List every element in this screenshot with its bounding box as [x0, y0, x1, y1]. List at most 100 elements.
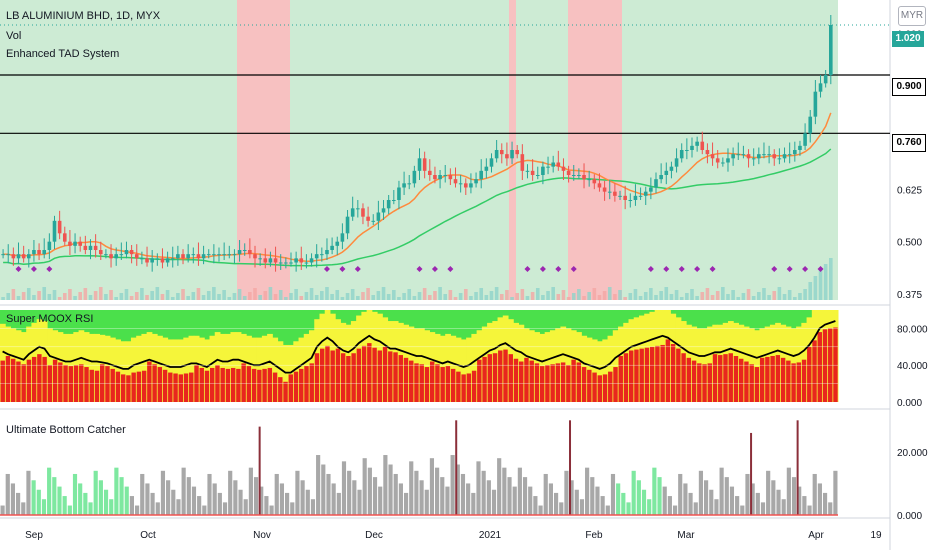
rsi-red-bar: [482, 356, 487, 402]
candle-body: [212, 254, 216, 256]
rsi-red-bar: [691, 360, 697, 402]
volume-bar: [541, 295, 545, 300]
candle-body: [458, 183, 463, 185]
ubc-bar: [279, 483, 285, 515]
candle-body: [381, 208, 386, 213]
volume-bar: [93, 291, 98, 300]
ubc-bar: [600, 496, 605, 515]
candle-body: [176, 254, 180, 259]
volume-bar: [803, 289, 807, 300]
candle-body: [443, 175, 448, 176]
ubc-bar: [202, 505, 207, 515]
rsi-red-bar: [466, 373, 472, 402]
rsi-red-bar: [571, 359, 576, 402]
volume-bar: [510, 297, 514, 300]
volume-bar: [258, 295, 262, 300]
candle-body: [52, 220, 57, 242]
candle-body: [715, 158, 720, 163]
ubc-bar: [403, 492, 409, 515]
volume-bar: [433, 291, 437, 300]
volume-bar: [201, 295, 206, 300]
ubc-bar: [574, 489, 579, 515]
volume-bar: [196, 288, 201, 300]
volume-bar: [330, 294, 334, 300]
rsi-red-bar: [115, 371, 121, 402]
volume-bar: [145, 295, 149, 300]
candle-body: [813, 91, 818, 117]
ubc-bar: [21, 502, 26, 515]
rsi-red-bar: [288, 374, 293, 402]
volume-bar: [577, 289, 581, 300]
ubc-bar: [186, 477, 191, 515]
ubc-bar: [88, 502, 93, 515]
volume-bar: [633, 289, 638, 300]
ubc-bar: [569, 480, 574, 515]
rsi-red-bar: [157, 367, 163, 402]
candle-body: [520, 154, 525, 171]
candle-body: [119, 254, 124, 256]
ubc-bar: [517, 467, 522, 515]
volume-bar: [479, 288, 484, 300]
volume-bar: [104, 294, 108, 300]
signal-diamond-marker: [817, 266, 824, 272]
candle-body: [78, 241, 83, 246]
signal-diamond-marker: [570, 266, 577, 272]
volume-bar: [191, 292, 196, 300]
rsi-red-bar: [152, 364, 157, 402]
candle-body: [751, 158, 756, 160]
candle-body: [309, 258, 314, 263]
price-tag-last-label: 1.020: [895, 33, 921, 44]
rsi-red-bar: [665, 339, 671, 402]
candle-body: [386, 200, 391, 209]
candle-body: [525, 170, 530, 172]
candle-body: [530, 170, 535, 175]
ubc-bar: [828, 502, 833, 515]
rsi-red-bar: [398, 355, 403, 402]
ubc-bar: [10, 483, 16, 515]
rsi-red-bar: [5, 356, 11, 402]
candle-body: [674, 158, 679, 167]
rsi-red-bar: [37, 354, 42, 402]
rsi-yellow-band: [125, 341, 132, 402]
rsi-red-bar: [634, 349, 639, 402]
candle-body: [294, 258, 298, 263]
ubc-bar: [579, 499, 585, 515]
ubc-bar: [357, 489, 362, 515]
rsi-red-bar: [42, 356, 47, 402]
price-tag-last: 1.020: [892, 31, 924, 47]
candle-body: [628, 200, 633, 201]
candle-body: [206, 254, 211, 256]
candle-body: [109, 254, 113, 259]
candle-body: [736, 154, 741, 156]
ubc-bar: [466, 483, 471, 515]
signal-diamond-marker: [555, 266, 562, 272]
ubc-bar: [647, 499, 652, 515]
rsi-red-bar: [10, 358, 16, 402]
candle-body: [494, 150, 499, 159]
volume-bar: [587, 292, 591, 300]
currency-button[interactable]: MYR: [898, 6, 926, 26]
candle-body: [469, 183, 473, 188]
ubc-bar: [605, 505, 610, 515]
ubc-bar: [26, 470, 31, 515]
ubc-bar: [481, 470, 486, 515]
volume-bar: [340, 297, 345, 300]
ubc-bar: [326, 473, 331, 515]
rsi-red-bar: [346, 356, 351, 402]
candle-body: [679, 150, 684, 159]
volume-bar: [654, 295, 658, 300]
candle-body: [258, 258, 262, 260]
ubc-bar: [745, 473, 750, 515]
ubc-bar: [610, 473, 616, 515]
candle-body: [654, 179, 658, 188]
ubc-spike-bar: [750, 432, 753, 515]
rsi-red-bar: [707, 363, 712, 402]
rsi-red-bar: [471, 370, 477, 402]
candle-body: [818, 83, 823, 92]
volume-bar: [772, 291, 777, 300]
ubc-bar: [553, 492, 559, 515]
ubc-bar: [171, 489, 176, 515]
rsi-red-bar: [388, 351, 393, 402]
signal-diamond-marker: [786, 266, 793, 272]
